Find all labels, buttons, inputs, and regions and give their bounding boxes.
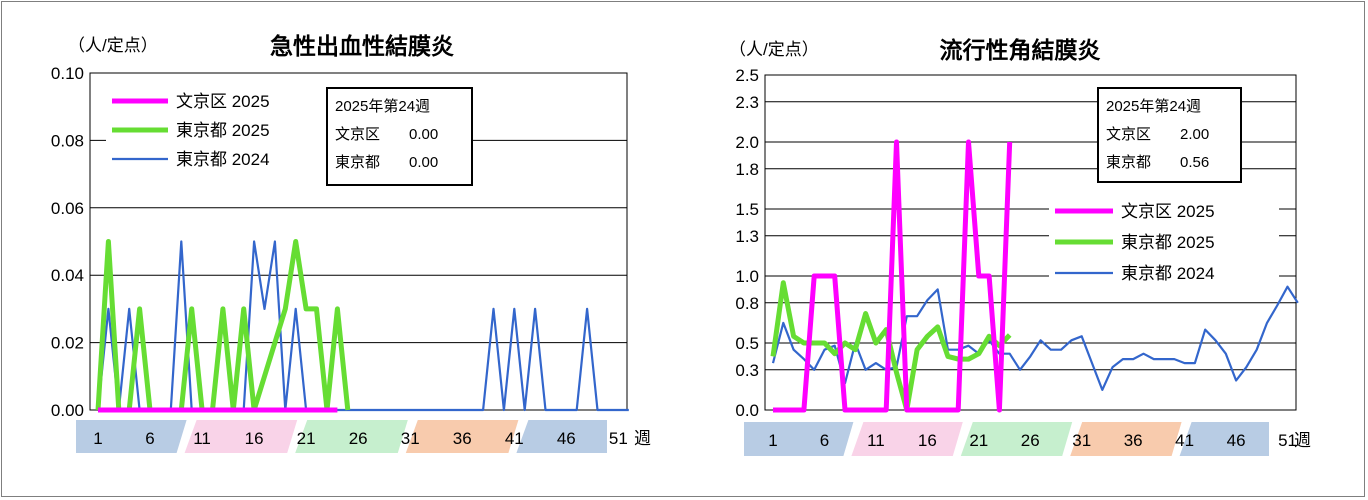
y-tick-label: 2.0 — [735, 133, 759, 152]
x-tick-label: 31 — [1072, 431, 1091, 450]
season-band-segment — [516, 420, 607, 453]
y-tick-label: 0.04 — [51, 266, 84, 285]
season-band-segment — [851, 422, 963, 456]
info-box-area: 東京都 — [1106, 154, 1151, 171]
series-line — [95, 239, 351, 413]
x-tick-label: 41 — [1175, 431, 1194, 450]
info-box-header: 2025年第24週 — [335, 97, 430, 115]
info-box-value: 0.00 — [409, 126, 438, 143]
chart-title: 急性出血性結膜炎 — [270, 33, 454, 59]
season-band-segment — [76, 420, 187, 453]
season-band-segment — [1070, 422, 1182, 456]
x-tick-label: 41 — [505, 429, 524, 448]
info-box-header: 2025年第24週 — [1106, 97, 1201, 115]
y-tick-label: 2.3 — [735, 93, 759, 112]
season-band-segment — [405, 420, 519, 453]
y-tick-label: 0.8 — [735, 294, 759, 313]
x-tick-label: 16 — [918, 431, 937, 450]
x-tick-label: 21 — [297, 429, 316, 448]
legend-label: 文京区 2025 — [176, 92, 270, 111]
x-tick-label: 26 — [1021, 431, 1040, 450]
plot-frame — [764, 74, 1297, 411]
legend-label: 東京都 2025 — [1121, 233, 1215, 252]
x-tick-label: 1 — [768, 431, 777, 450]
info-box-area: 東京都 — [335, 154, 380, 171]
x-tick-label: 51 — [1278, 431, 1297, 450]
legend-label: 東京都 2024 — [176, 150, 270, 169]
x-tick-label: 6 — [145, 429, 154, 448]
x-tick-label: 31 — [401, 429, 420, 448]
legend-label: 文京区 2025 — [1121, 202, 1215, 221]
y-tick-label: 1.0 — [735, 267, 759, 286]
x-tick-label: 11 — [193, 429, 211, 448]
x-tick-label: 36 — [453, 429, 472, 448]
x-tick-label: 6 — [820, 431, 829, 450]
series-line — [96, 240, 629, 412]
info-box-value: 0.56 — [1180, 154, 1209, 171]
x-tick-label: 36 — [1124, 431, 1143, 450]
info-box-area: 文京区 — [335, 126, 380, 143]
series-line — [773, 139, 1013, 413]
y-axis-unit-label: （人/定点） — [68, 36, 158, 55]
legend-label: 東京都 2024 — [1121, 264, 1215, 283]
x-axis-label: 週 — [1294, 431, 1311, 450]
series-line — [770, 280, 1012, 413]
season-band-segment — [295, 420, 408, 453]
x-axis-label: 週 — [634, 429, 651, 448]
y-tick-label: 2.5 — [735, 66, 759, 85]
x-tick-label: 21 — [969, 431, 988, 450]
x-tick-label: 26 — [349, 429, 368, 448]
legend-label: 東京都 2025 — [176, 121, 270, 140]
season-band-segment — [960, 422, 1073, 456]
x-tick-label: 11 — [867, 431, 885, 450]
x-tick-label: 46 — [1227, 431, 1246, 450]
x-tick-label: 16 — [245, 429, 264, 448]
y-axis-unit-label: （人/定点） — [729, 40, 819, 59]
season-band-segment — [184, 420, 298, 453]
y-tick-label: 0.10 — [51, 64, 84, 83]
y-tick-label: 0.02 — [51, 334, 84, 353]
info-box — [1097, 87, 1242, 183]
season-band-segment — [1179, 422, 1269, 456]
info-box-value: 0.00 — [409, 154, 438, 171]
x-tick-label: 46 — [557, 429, 576, 448]
y-tick-label: 0.3 — [735, 361, 759, 380]
series-line — [771, 285, 1299, 391]
x-tick-label: 1 — [93, 429, 102, 448]
info-box-area: 文京区 — [1106, 126, 1151, 143]
y-tick-label: 0.5 — [735, 334, 759, 353]
y-tick-label: 0.00 — [51, 401, 84, 420]
y-tick-label: 1.5 — [735, 200, 759, 219]
y-tick-label: 0.08 — [51, 131, 84, 150]
info-box — [326, 87, 473, 186]
y-tick-label: 1.3 — [735, 227, 759, 246]
y-tick-label: 0.0 — [735, 401, 759, 420]
x-tick-label: 51 — [609, 429, 628, 448]
chart-title: 流行性角結膜炎 — [940, 37, 1101, 63]
info-box-value: 2.00 — [1180, 126, 1209, 143]
y-tick-label: 1.8 — [735, 160, 759, 179]
season-band-segment — [744, 422, 854, 456]
y-tick-label: 0.06 — [51, 199, 84, 218]
